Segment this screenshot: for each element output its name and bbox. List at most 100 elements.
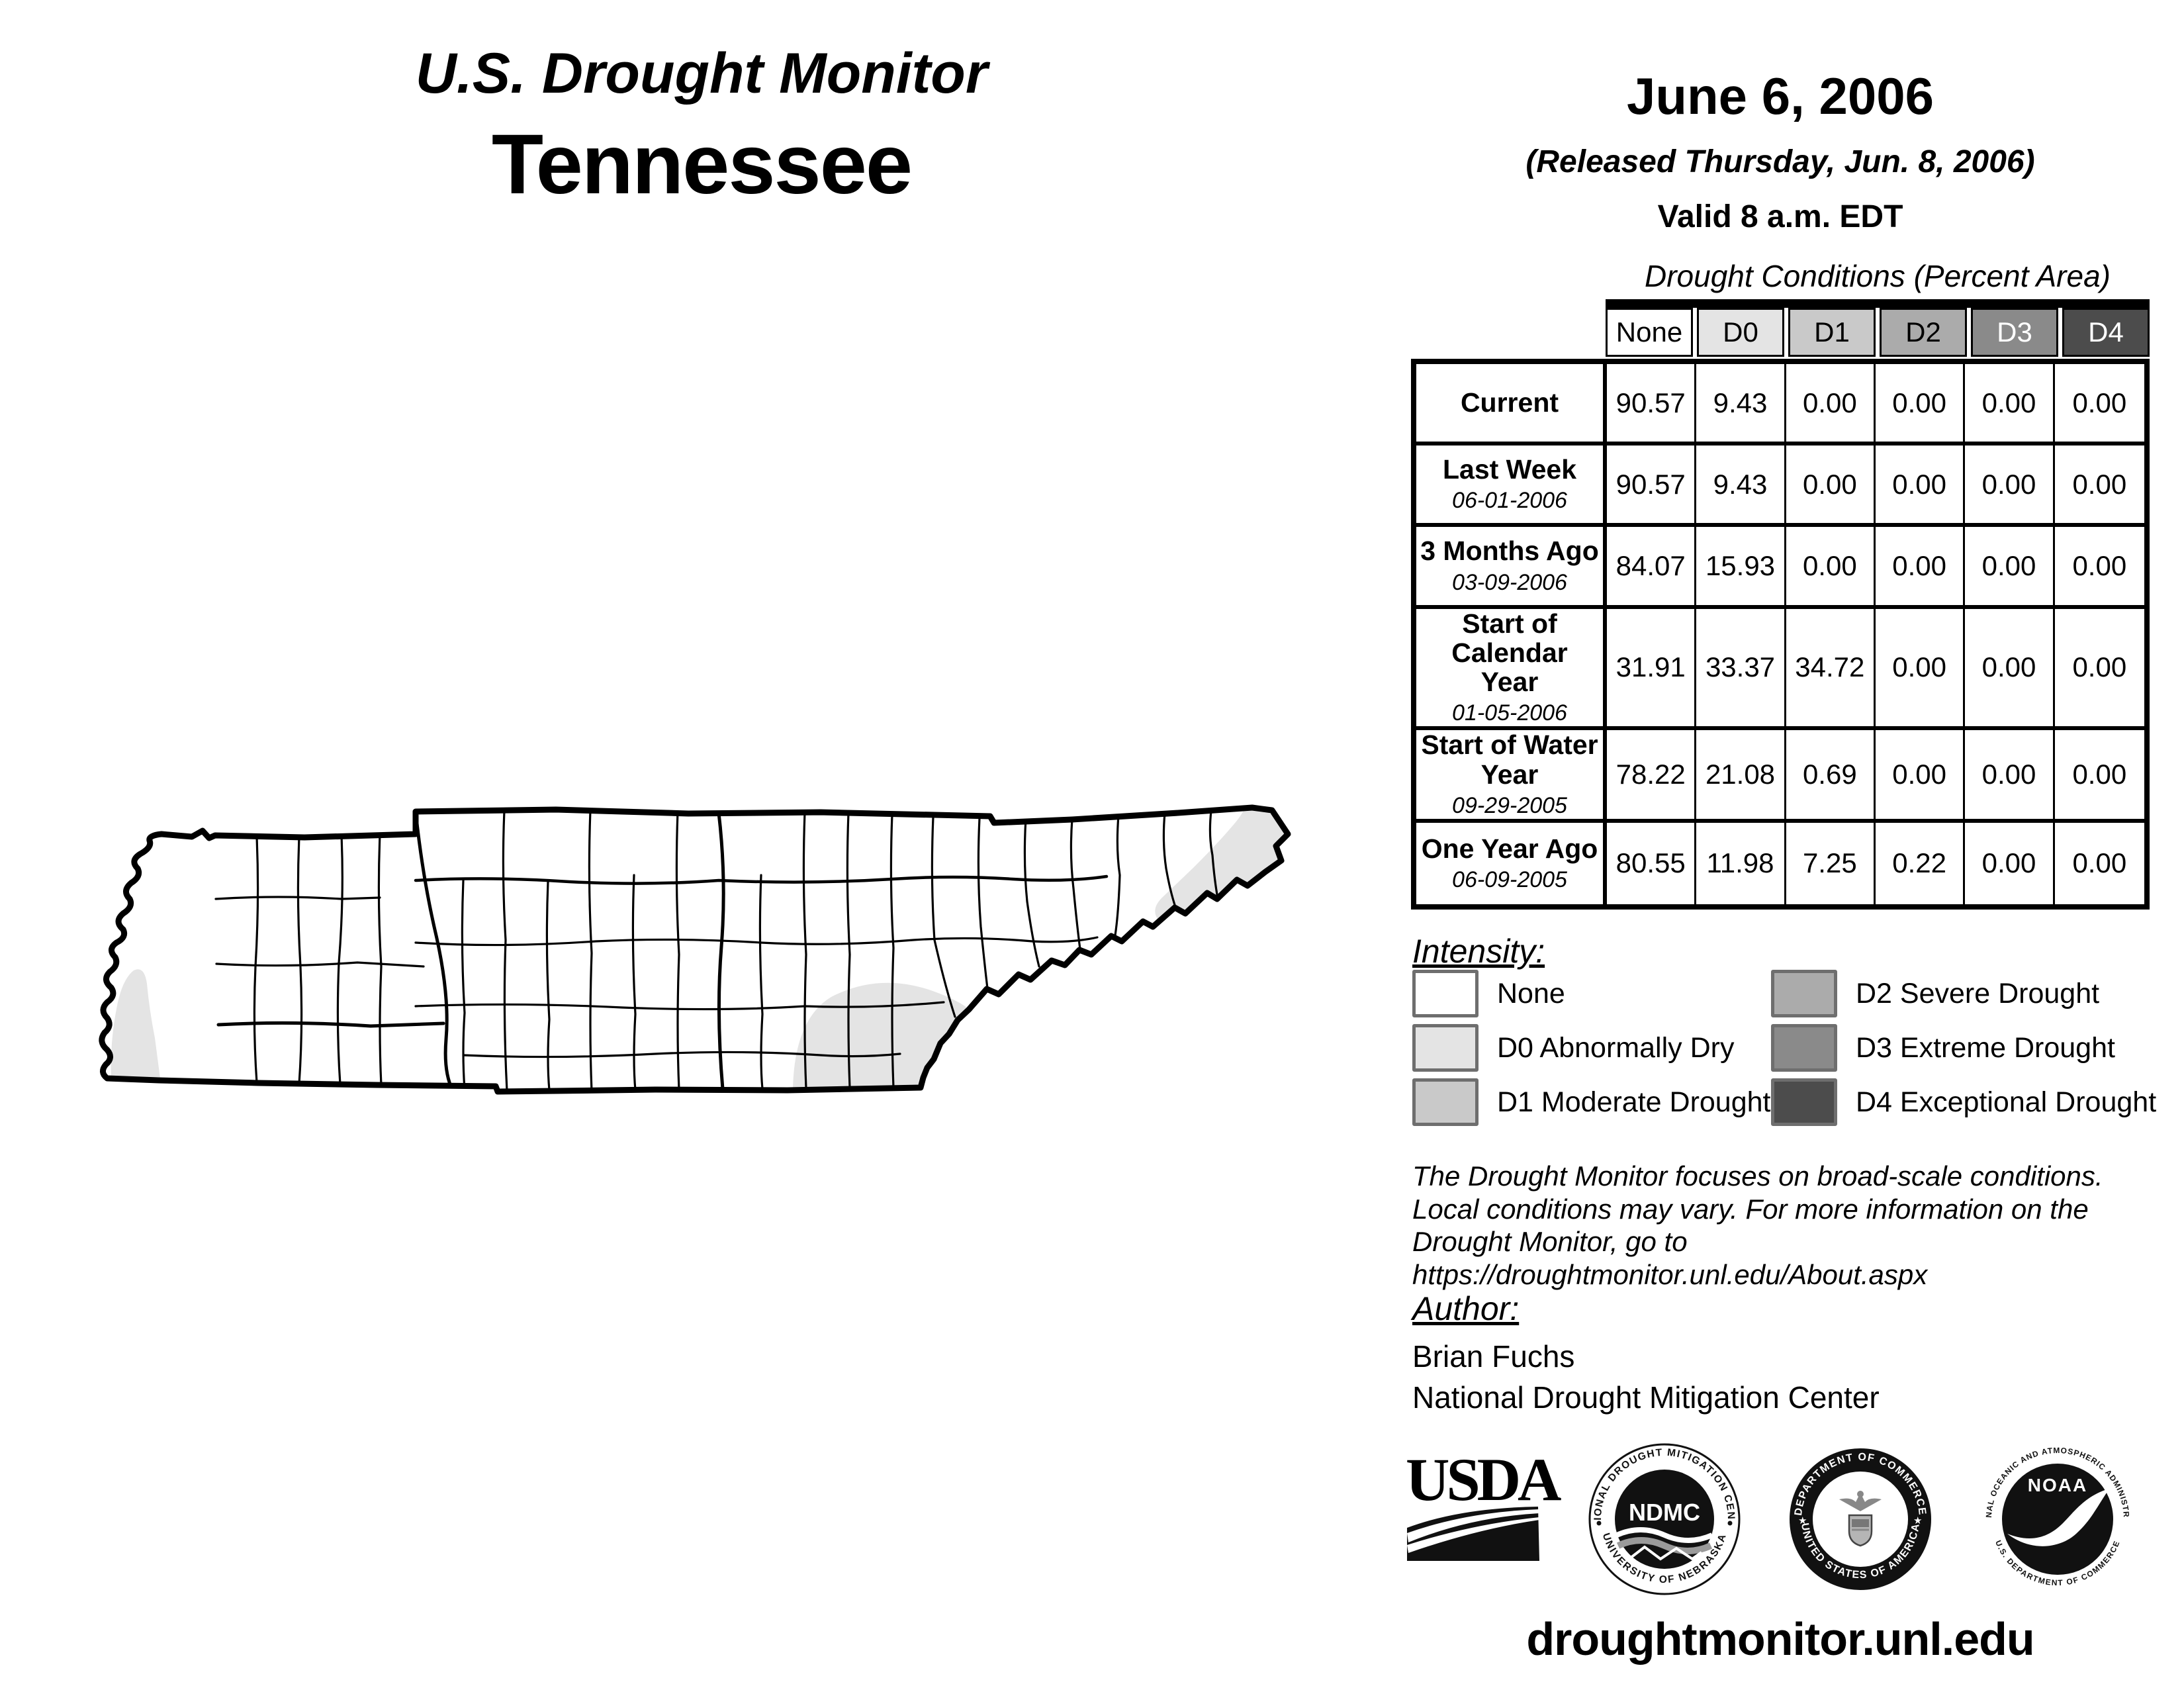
- d0-patch-northeast: [1155, 808, 1288, 921]
- date-block: June 6, 2006 (Released Thursday, Jun. 8,…: [1416, 66, 2144, 235]
- table-cell: 0.00: [1875, 364, 1966, 446]
- table-cell: 0.00: [1965, 822, 2055, 904]
- legend-column-1: None D0 Abnormally Dry D1 Moderate Droug…: [1412, 970, 1771, 1126]
- table-cell: 9.43: [1696, 445, 1786, 528]
- legend-column-2: D2 Severe Drought D3 Extreme Drought D4 …: [1771, 970, 2156, 1126]
- table-cell: 0.00: [2054, 527, 2144, 609]
- author-heading: Author:: [1412, 1290, 1520, 1327]
- d2-swatch: [1771, 970, 1837, 1017]
- usda-logo-swoosh: [1407, 1507, 1539, 1562]
- d0-swatch: [1412, 1024, 1479, 1072]
- author-name: Brian Fuchs: [1412, 1339, 1575, 1374]
- doc-star-right: ★: [1913, 1515, 1922, 1526]
- table-title: Drought Conditions (Percent Area): [1645, 259, 2111, 293]
- state-fill: [101, 808, 1288, 1092]
- table-cell: 90.57: [1607, 445, 1697, 528]
- region-title: Tennessee: [491, 117, 913, 212]
- table-cell: 0.00: [1965, 364, 2055, 446]
- row-label-start-calendar-year: Start of Calendar Year 01-05-2006: [1416, 608, 1607, 731]
- drought-monitor-url[interactable]: droughtmonitor.unl.edu: [1526, 1613, 2034, 1665]
- doc-eagle-emblem: [1839, 1491, 1882, 1547]
- table-cell: 90.57: [1607, 364, 1697, 446]
- table-cell: 80.55: [1607, 822, 1697, 904]
- d1-swatch: [1412, 1078, 1479, 1126]
- noaa-seal: NATIONAL OCEANIC AND ATMOSPHERIC ADMINIS…: [1985, 1447, 2130, 1587]
- table-cell: 33.37: [1696, 608, 1786, 731]
- table-cell: 0.00: [2054, 730, 2144, 823]
- legend-item-d2: D2 Severe Drought: [1771, 970, 2156, 1017]
- row-label-current: Current: [1416, 364, 1607, 446]
- table-cell: 0.00: [1875, 608, 1966, 731]
- col-header-none: None: [1606, 308, 1693, 357]
- conditions-table: Current 90.57 9.43 0.00 0.00 0.00 0.00 L…: [1411, 359, 2150, 910]
- table-cell: 0.00: [1875, 445, 1966, 528]
- col-header-d3: D3: [1971, 308, 2058, 357]
- d3-swatch: [1771, 1024, 1837, 1072]
- table-cell: 0.00: [1786, 527, 1876, 609]
- row-label-last-week: Last Week 06-01-2006: [1416, 445, 1607, 528]
- table-cell: 0.00: [1875, 527, 1966, 609]
- table-cell: 0.00: [1875, 730, 1966, 823]
- noaa-bird: [2007, 1489, 2109, 1546]
- legend-item-d0: D0 Abnormally Dry: [1412, 1024, 1771, 1072]
- legend-item-d1: D1 Moderate Drought: [1412, 1078, 1771, 1126]
- table-cell: 11.98: [1696, 822, 1786, 904]
- row-label-start-water-year: Start of Water Year 09-29-2005: [1416, 730, 1607, 823]
- table-cell: 0.00: [1786, 445, 1876, 528]
- table-cell: 78.22: [1607, 730, 1697, 823]
- table-cell: 0.00: [2054, 822, 2144, 904]
- d0-patch-southwest: [111, 969, 160, 1082]
- table-cell: 0.00: [1786, 364, 1876, 446]
- ndmc-center-text: NDMC: [1629, 1499, 1700, 1526]
- table-cell: 84.07: [1607, 527, 1697, 609]
- legend-item-none: None: [1412, 970, 1771, 1017]
- table-cell: 7.25: [1786, 822, 1876, 904]
- state-outline: [99, 804, 1291, 1095]
- table-header-row: None D0 D1 D2 D3 D4: [1606, 299, 2150, 357]
- report-title: U.S. Drought Monitor: [415, 42, 988, 105]
- disclaimer-line: Local conditions may vary. For more info…: [1412, 1193, 2089, 1225]
- doc-seal: DEPARTMENT OF COMMERCE UNITED STATES OF …: [1790, 1448, 1931, 1590]
- col-header-d0: D0: [1697, 308, 1784, 357]
- table-cell: 34.72: [1786, 608, 1876, 731]
- table-cell: 9.43: [1696, 364, 1786, 446]
- col-header-d2: D2: [1880, 308, 1967, 357]
- intensity-heading: Intensity:: [1412, 933, 1545, 970]
- d4-swatch: [1771, 1078, 1837, 1126]
- table-cell: 31.91: [1607, 608, 1697, 731]
- table-cell: 0.00: [2054, 608, 2144, 731]
- table-cell: 0.00: [2054, 445, 2144, 528]
- legend-item-d3: D3 Extreme Drought: [1771, 1024, 2156, 1072]
- table-cell: 15.93: [1696, 527, 1786, 609]
- table-cell: 0.00: [2054, 364, 2144, 446]
- table-cell: 0.00: [1965, 730, 2055, 823]
- legend-item-d4: D4 Exceptional Drought: [1771, 1078, 2156, 1126]
- table-cell: 0.00: [1965, 608, 2055, 731]
- table-cell: 0.69: [1786, 730, 1876, 823]
- table-cell: 0.00: [1965, 527, 2055, 609]
- row-label-3-months-ago: 3 Months Ago 03-09-2006: [1416, 527, 1607, 609]
- disclaimer-line: Drought Monitor, go to https://droughtmo…: [1412, 1226, 1928, 1290]
- disclaimer: The Drought Monitor focuses on broad-sca…: [1412, 1160, 2184, 1291]
- county-boundaries: [214, 809, 1219, 1092]
- ndmc-seal: NATIONAL DROUGHT MITIGATION CENTER UNIVE…: [1588, 1443, 1741, 1595]
- none-swatch: [1412, 970, 1479, 1017]
- usda-logo: USDA: [1406, 1446, 1561, 1564]
- usda-logo-text: USDA: [1406, 1446, 1561, 1513]
- title-block: U.S. Drought Monitor Tennessee: [278, 41, 1125, 213]
- col-header-d1: D1: [1788, 308, 1876, 357]
- disclaimer-line: The Drought Monitor focuses on broad-sca…: [1412, 1160, 2103, 1192]
- col-header-d4: D4: [2062, 308, 2150, 357]
- table-cell: 0.22: [1875, 822, 1966, 904]
- report-date: June 6, 2006: [1627, 67, 1934, 125]
- tennessee-map-svg: [99, 804, 1291, 1095]
- table-cell: 0.00: [1965, 445, 2055, 528]
- table-cell: 21.08: [1696, 730, 1786, 823]
- doc-star-left: ★: [1798, 1515, 1807, 1526]
- tennessee-drought-map: [93, 801, 1324, 1125]
- release-date: (Released Thursday, Jun. 8, 2006): [1525, 144, 2035, 179]
- row-label-one-year-ago: One Year Ago 06-09-2005: [1416, 822, 1607, 904]
- noaa-center-text: NOAA: [2028, 1475, 2087, 1495]
- valid-time: Valid 8 a.m. EDT: [1657, 199, 1903, 234]
